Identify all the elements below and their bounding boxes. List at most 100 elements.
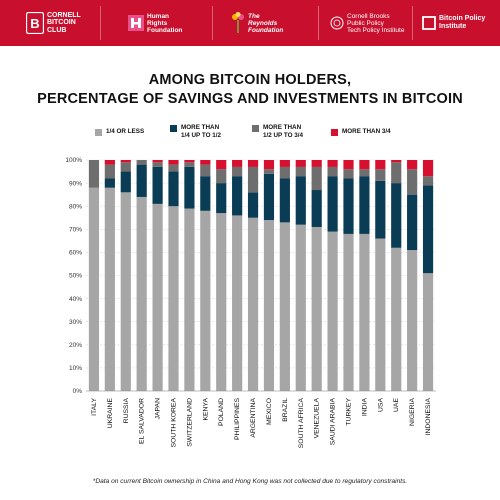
footnote: *Data on current Bitcoin ownership in Ch…	[92, 478, 408, 485]
bar-segment	[295, 166, 306, 177]
x-tick-label: JAPAN	[155, 398, 162, 419]
bar-segment	[200, 164, 211, 177]
bar-segment	[104, 178, 115, 188]
bar-segment	[232, 215, 243, 391]
bar-segment	[407, 250, 418, 391]
bar-segment	[152, 166, 163, 204]
reynolds-foundation-logo: The Reynolds Foundation	[231, 8, 283, 38]
bar-segment	[216, 213, 227, 391]
bar-segment	[375, 238, 386, 391]
banner-separator	[318, 6, 319, 40]
chart-legend: 1/4 OR LESS MORE THAN 1/4 UP TO 1/2 MORE…	[0, 124, 500, 154]
bar-segment	[407, 169, 418, 195]
y-tick-label: 30%	[69, 319, 82, 326]
bar-segment	[88, 160, 100, 188]
svg-text:B: B	[30, 16, 39, 31]
y-tick-label: 70%	[69, 227, 82, 234]
bar-segment	[184, 160, 195, 163]
bar-segment	[104, 164, 115, 179]
bar-segment	[359, 233, 370, 391]
bar-segment	[391, 160, 402, 163]
bar-segment	[311, 160, 322, 167]
bar-segment	[422, 273, 434, 391]
bar-segment	[120, 162, 131, 172]
bar-segment	[152, 160, 163, 163]
bar-segment	[359, 169, 370, 177]
x-tick-label: KENYA	[202, 398, 209, 421]
bar-segment	[232, 166, 243, 177]
bar-segment	[279, 222, 290, 391]
bar-segment	[184, 162, 195, 167]
bar-segment	[407, 194, 418, 251]
y-tick-label: 90%	[69, 180, 82, 187]
bar-segment	[279, 166, 290, 179]
cornell-bitcoin-club-text: CORNELL BITCOIN CLUB	[47, 11, 81, 34]
y-tick-label: 10%	[69, 365, 82, 372]
bar-segment	[391, 162, 402, 184]
bar-segment	[247, 217, 259, 391]
x-tick-label: SOUTH KOREA	[171, 398, 178, 448]
legend-swatch	[95, 129, 102, 136]
bar-segment	[168, 171, 179, 207]
bar-segment	[216, 160, 227, 170]
banner-separator	[412, 6, 413, 40]
bar-segment	[263, 160, 275, 170]
bar-segment	[311, 226, 322, 391]
x-tick-label: PHILIPPINES	[234, 398, 241, 440]
legend-swatch	[331, 129, 338, 136]
human-rights-foundation-text: Human Rights Foundation	[147, 12, 183, 34]
bitcoin-policy-institute-logo: Bitcoin Policy Institute	[422, 8, 485, 38]
bar-segment	[407, 160, 418, 170]
bar-segment	[184, 208, 195, 391]
x-tick-label: ARGENTINA	[250, 398, 257, 438]
bar-segment	[422, 185, 434, 274]
bar-segment	[247, 166, 259, 193]
stacked-bar-chart: 0% 10% 20% 30% 40% 50% 60% 70% 80% 90% 100% ITALY UK…	[65, 157, 436, 448]
bar-segment	[136, 160, 147, 165]
y-tick-label: 0%	[73, 388, 83, 395]
legend-item: MORE THAN 1/4 UP TO 1/2	[170, 124, 221, 139]
hrf-logo-icon	[128, 15, 144, 31]
bar-segment	[200, 176, 211, 211]
legend-swatch	[252, 125, 259, 132]
bar-segment	[104, 187, 115, 391]
bar-segment	[375, 169, 386, 181]
bar-segment	[120, 160, 131, 163]
x-tick-label: USA	[377, 398, 384, 412]
bar-segment	[247, 192, 259, 218]
x-tick-label: POLAND	[218, 398, 225, 426]
x-tick-label: INDIA	[361, 398, 368, 417]
bar-segment	[343, 233, 354, 391]
bar-segment	[343, 178, 354, 234]
bar-segment	[375, 160, 386, 170]
bar-segment	[168, 206, 179, 391]
bitcoin-b-icon: B	[26, 12, 44, 34]
bitcoin-policy-institute-text: Bitcoin Policy Institute	[439, 15, 486, 30]
bar-segment	[168, 164, 179, 172]
tech-policy-institute-text: Cornell Brooks Public Policy Tech Policy…	[347, 12, 405, 34]
bar-segment	[391, 247, 402, 391]
bar-segment	[247, 160, 259, 167]
bar-segment	[232, 160, 243, 167]
reynolds-foundation-text: The Reynolds Foundation	[248, 12, 284, 34]
x-tick-label: UKRAINE	[107, 398, 114, 429]
bar-segment	[263, 169, 275, 174]
bar-segment	[422, 160, 434, 177]
legend-label: 1/4 OR LESS	[106, 128, 145, 135]
bar-segment	[327, 176, 338, 232]
bar-segment	[391, 183, 402, 248]
y-tick-label: 20%	[69, 342, 82, 349]
y-tick-label: 60%	[69, 250, 82, 257]
bar-segment	[184, 166, 195, 209]
square-outline-icon	[422, 16, 436, 30]
bar-segment	[359, 176, 370, 234]
x-tick-label: BRAZIL	[282, 398, 289, 422]
bar-segment	[216, 183, 227, 214]
bar-segment	[200, 160, 211, 165]
bar-segment	[152, 203, 163, 391]
chart-title-line-1: AMONG BITCOIN HOLDERS,	[148, 72, 352, 88]
bar-segment	[104, 160, 115, 165]
bar-segment	[136, 196, 147, 391]
banner-separator	[212, 6, 213, 40]
x-tick-label: TURKEY	[346, 398, 353, 426]
